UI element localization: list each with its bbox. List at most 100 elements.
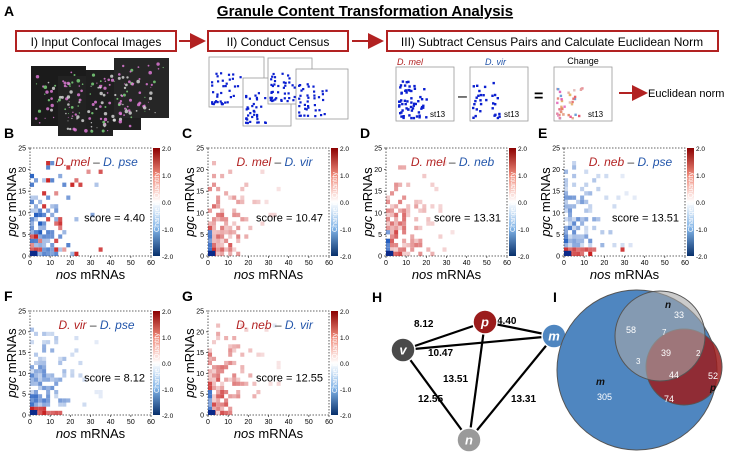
network-node-v (390, 337, 416, 363)
x-tick-label: 0 (562, 260, 566, 267)
colorbar-label: Change in Quantity (510, 172, 517, 232)
x-axis-label: nos mRNAs (590, 267, 660, 282)
x-tick-label: 40 (107, 419, 115, 426)
score-label: score = 12.55 (256, 373, 323, 385)
venn-circle-n (614, 290, 706, 382)
panel-letter: B (4, 125, 14, 141)
step-label-3: III) Subtract Census Pairs and Calculate… (401, 35, 703, 49)
x-tick-label: 50 (661, 260, 669, 267)
y-tick-label: 5 (22, 232, 26, 239)
heatmap-panel-f: F 0 10 20 30 40 50 60 0 5 10 15 20 25 nos mRNAs pgc mRN… (4, 288, 174, 441)
x-tick-label: 20 (66, 260, 74, 267)
census-change-stage: st13 (588, 110, 604, 119)
y-tick-label: 25 (196, 146, 204, 153)
x-tick-label: 10 (46, 260, 54, 267)
census-plots (208, 56, 349, 127)
y-tick-label: 10 (18, 210, 26, 217)
colorbar-tick: 2.0 (340, 146, 349, 153)
venn-count-m-n: 58 (626, 325, 636, 335)
y-tick-label: 5 (200, 232, 204, 239)
y-tick-label: 20 (552, 167, 560, 174)
x-tick-label: 10 (402, 260, 410, 267)
venn-label-m: m (596, 377, 605, 388)
heatmap-panel-g: G 0 10 20 30 40 50 60 0 5 10 15 20 25 nos mRNAs pgc mRN… (182, 288, 352, 441)
colorbar-tick: 0.0 (696, 200, 705, 207)
plot-frame (563, 147, 686, 257)
x-tick-label: 0 (206, 419, 210, 426)
venn-count-n-only: 33 (674, 310, 684, 320)
x-tick-label: 10 (224, 260, 232, 267)
x-axis-label: nos mRNAs (234, 426, 304, 441)
minus-sign: – (458, 88, 467, 105)
colorbar-tick: 1.0 (340, 335, 349, 342)
colorbar (331, 311, 338, 415)
y-tick-label: 10 (196, 371, 204, 378)
y-axis-label: pgc mRNAs (4, 167, 19, 238)
y-tick-label: 20 (196, 167, 204, 174)
census-vir-stage: st13 (504, 110, 520, 119)
colorbar-tick: 0.0 (340, 200, 349, 207)
colorbar-tick: -1.0 (518, 227, 530, 234)
census-change (553, 66, 613, 122)
edge-weight-label: 10.47 (428, 348, 453, 359)
y-axis-label: pgc mRNAs (182, 328, 197, 399)
y-tick-label: 5 (378, 232, 382, 239)
colorbar (331, 148, 338, 256)
colorbar (687, 148, 694, 256)
workflow-row: I) Input Confocal Images II) Conduct Cen… (15, 30, 719, 52)
heatmap-panel-c: C 0 10 20 30 40 50 60 0 5 10 15 20 25 nos mRNAs pgc mRN… (182, 125, 352, 282)
venn-label-p: p (709, 383, 716, 394)
step-box-2 (207, 30, 349, 52)
census-mel-label: D. mel (397, 57, 424, 67)
panel-letter: F (4, 288, 13, 304)
y-tick-label: 15 (196, 350, 204, 357)
colorbar-tick: 1.0 (696, 173, 705, 180)
colorbar-label: Change in Quantity (154, 333, 161, 393)
step-box-1 (15, 30, 177, 52)
venn-count-m-only: 305 (597, 392, 612, 402)
y-tick-label: 15 (18, 350, 26, 357)
census-mel-stage: st13 (430, 110, 446, 119)
step-box-3 (386, 30, 719, 52)
species-pair-title: D. neb – D. vir (236, 318, 314, 332)
colorbar-tick: 0.0 (162, 200, 171, 207)
venn-count-m-n-small: 3 (636, 357, 641, 366)
network-node-label: p (480, 315, 489, 330)
x-tick-label: 30 (621, 260, 629, 267)
x-tick-label: 20 (422, 260, 430, 267)
y-axis-label: pgc mRNAs (360, 167, 375, 238)
edge-weight-label: 4.40 (497, 316, 517, 327)
network-node-n (456, 427, 482, 453)
colorbar-label: Change in Quantity (688, 172, 695, 232)
subtraction-panel: D. mel st13 – D. vir st13 = Change st13 … (395, 56, 724, 122)
plot-frame (29, 310, 152, 416)
x-tick-label: 60 (147, 419, 155, 426)
colorbar-tick: 1.0 (162, 335, 171, 342)
panel-letter: E (538, 125, 547, 141)
census-vir-label: D. vir (485, 57, 507, 67)
y-tick-label: 0 (200, 254, 204, 261)
network-edge (402, 349, 470, 441)
y-tick-label: 10 (374, 210, 382, 217)
y-tick-label: 25 (552, 146, 560, 153)
x-tick-label: 20 (66, 419, 74, 426)
colorbar-tick: -2.0 (340, 413, 352, 420)
y-tick-label: 20 (374, 167, 382, 174)
plot-frame (207, 310, 330, 416)
step-label-2: II) Conduct Census (227, 35, 330, 49)
x-tick-label: 10 (224, 419, 232, 426)
y-tick-label: 25 (196, 309, 204, 316)
step-label-1: I) Input Confocal Images (31, 35, 162, 49)
colorbar-tick: 2.0 (340, 309, 349, 316)
species-pair-title: D. vir – D. pse (58, 318, 134, 332)
x-tick-label: 60 (325, 419, 333, 426)
score-label: score = 4.40 (84, 212, 145, 224)
x-tick-label: 40 (285, 260, 293, 267)
y-axis-label: pgc mRNAs (182, 167, 197, 238)
x-tick-label: 0 (28, 419, 32, 426)
y-tick-label: 25 (18, 309, 26, 316)
score-label: score = 13.31 (434, 212, 501, 224)
network-edge (468, 335, 555, 441)
x-tick-label: 10 (580, 260, 588, 267)
